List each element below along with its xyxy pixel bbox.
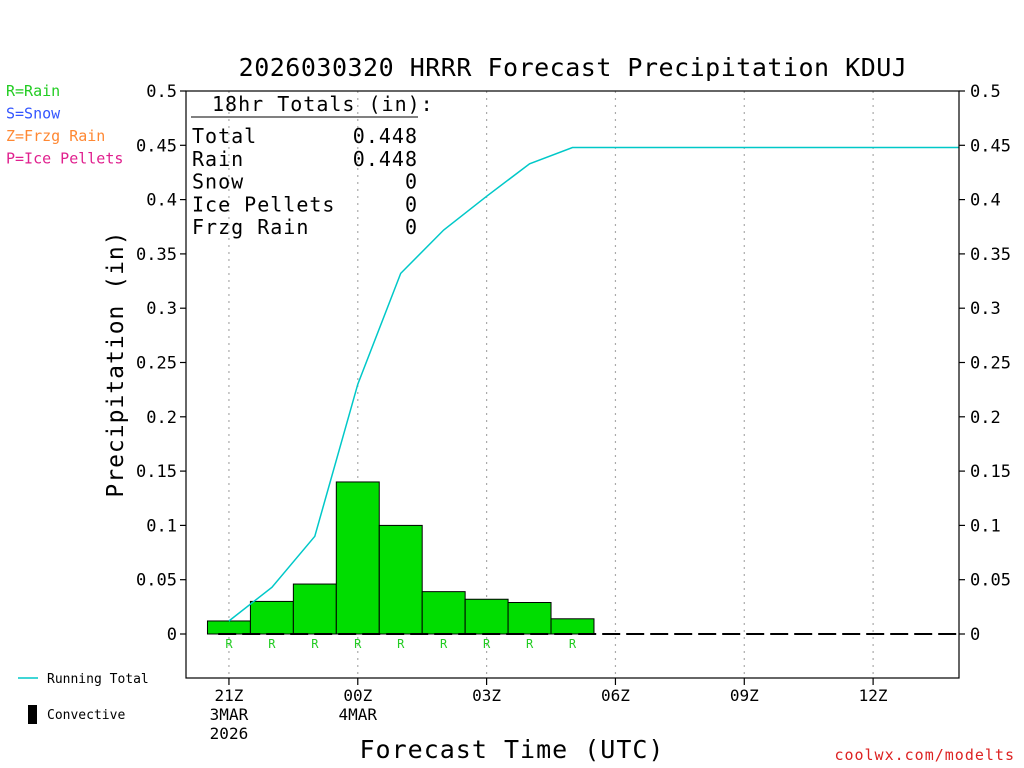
running-total-line [228,146,959,622]
y-axis-right: 0 0.05 0.1 0.15 0.2 0.25 0.3 0.35 0.4 0.45 0.5 [959,82,1011,645]
y-tick-label-left: 0.15 [136,462,177,482]
precip-type-label: R [526,637,534,651]
bottom-legend-label: Running Total [47,672,149,687]
y-tick-label-left: 0.05 [136,571,177,591]
y-tick-label-right: 0.1 [970,516,1001,536]
y-tick-label-right: 0.45 [970,136,1011,156]
y-tick-label-right: 0.4 [970,191,1001,211]
y-tick-label-left: 0.35 [136,245,177,265]
y-tick-label-right: 0.15 [970,462,1011,482]
type-legend-item: S=Snow [6,105,61,123]
totals-row-value: 0 [405,215,418,239]
x-tick-label: 03Z [472,686,501,705]
totals-row-value: 0.448 [353,147,418,171]
x-tick-label: 21Z [214,686,243,705]
precip-type-label: R [268,637,276,651]
totals-row-value: 0 [405,192,418,216]
totals-row-label: Snow [192,170,244,194]
bottom-legend-label: Convective [47,708,125,723]
precip-bar-05Z [550,618,595,635]
precip-type-label: R [225,637,233,651]
precip-bar-21Z [206,620,251,635]
precip-bar-22Z [249,600,294,635]
x-tick-date: 4MAR [339,705,378,724]
chart-title: 2026030320 HRRR Forecast Precipitation K… [239,53,908,82]
totals-row-label: Rain [192,147,244,171]
type-legend-item: Z=Frzg Rain [6,127,105,145]
type-legend-item: P=Ice Pellets [6,150,123,168]
bottom-legend: Running Total Convective [18,672,149,724]
x-tick-label: 12Z [859,686,888,705]
precip-type-label: R [569,637,577,651]
y-tick-label-left: 0.45 [136,136,177,156]
precip-bar-00Z [335,481,380,635]
precip-type-label: R [354,637,362,651]
y-tick-label-left: 0.1 [146,516,177,536]
totals-row-label: Ice Pellets [192,192,335,216]
plot-frame [185,90,960,679]
y-tick-label-right: 0.5 [970,82,1001,102]
totals-row-value: 0 [405,170,418,194]
x-tick-label: 00Z [343,686,372,705]
y-tick-label-right: 0.05 [970,571,1011,591]
y-tick-label-left: 0.25 [136,354,177,374]
precip-bar-03Z [464,598,509,635]
precip-type-label: R [483,637,491,651]
credit-text: coolwx.com/modelts [834,746,1015,764]
y-axis-left: 0 0.05 0.1 0.15 0.2 0.25 0.3 0.35 0.4 0.45 0.5 [136,82,186,645]
y-tick-label-left: 0.5 [146,82,177,102]
y-tick-label-left: 0 [167,625,177,645]
x-tick-label: 06Z [601,686,630,705]
type-legend-item: R=Rain [6,82,60,100]
y-axis-label: Precipitation (in) [103,230,129,497]
y-tick-label-left: 0.2 [146,408,177,428]
precip-bar-23Z [292,583,337,635]
precip-type-legend: R=Rain S=Snow Z=Frzg Rain P=Ice Pellets [6,82,123,168]
y-tick-label-right: 0.25 [970,354,1011,374]
x-tick-label: 09Z [730,686,759,705]
precip-bar-02Z [421,591,466,635]
precip-type-label: R [397,637,405,651]
totals-row-label: Frzg Rain [192,215,309,239]
totals-row-label: Total [192,124,257,148]
x-axis-label: Forecast Time (UTC) [360,735,665,764]
y-tick-label-right: 0.2 [970,408,1001,428]
y-tick-label-left: 0.3 [146,299,177,319]
y-tick-label-left: 0.4 [146,191,177,211]
totals-header: 18hr Totals (in): [212,92,434,116]
y-tick-label-right: 0 [970,625,980,645]
precip-bar-01Z [378,524,423,635]
precip-bar-04Z [507,602,552,635]
precip-type-label: R [440,637,448,651]
precip-type-label: R [311,637,319,651]
running-total-series [228,146,959,622]
x-tick-date: 3MAR [210,705,249,724]
totals-row-value: 0.448 [353,124,418,148]
convective-legend-swatch [28,705,37,724]
hourly-precip-bars [206,481,595,635]
totals-box: 18hr Totals (in): Total 0.448 Rain 0.448 Sno… [191,92,434,239]
y-tick-label-right: 0.3 [970,299,1001,319]
y-tick-label-right: 0.35 [970,245,1011,265]
x-tick-year: 2026 [210,724,249,743]
